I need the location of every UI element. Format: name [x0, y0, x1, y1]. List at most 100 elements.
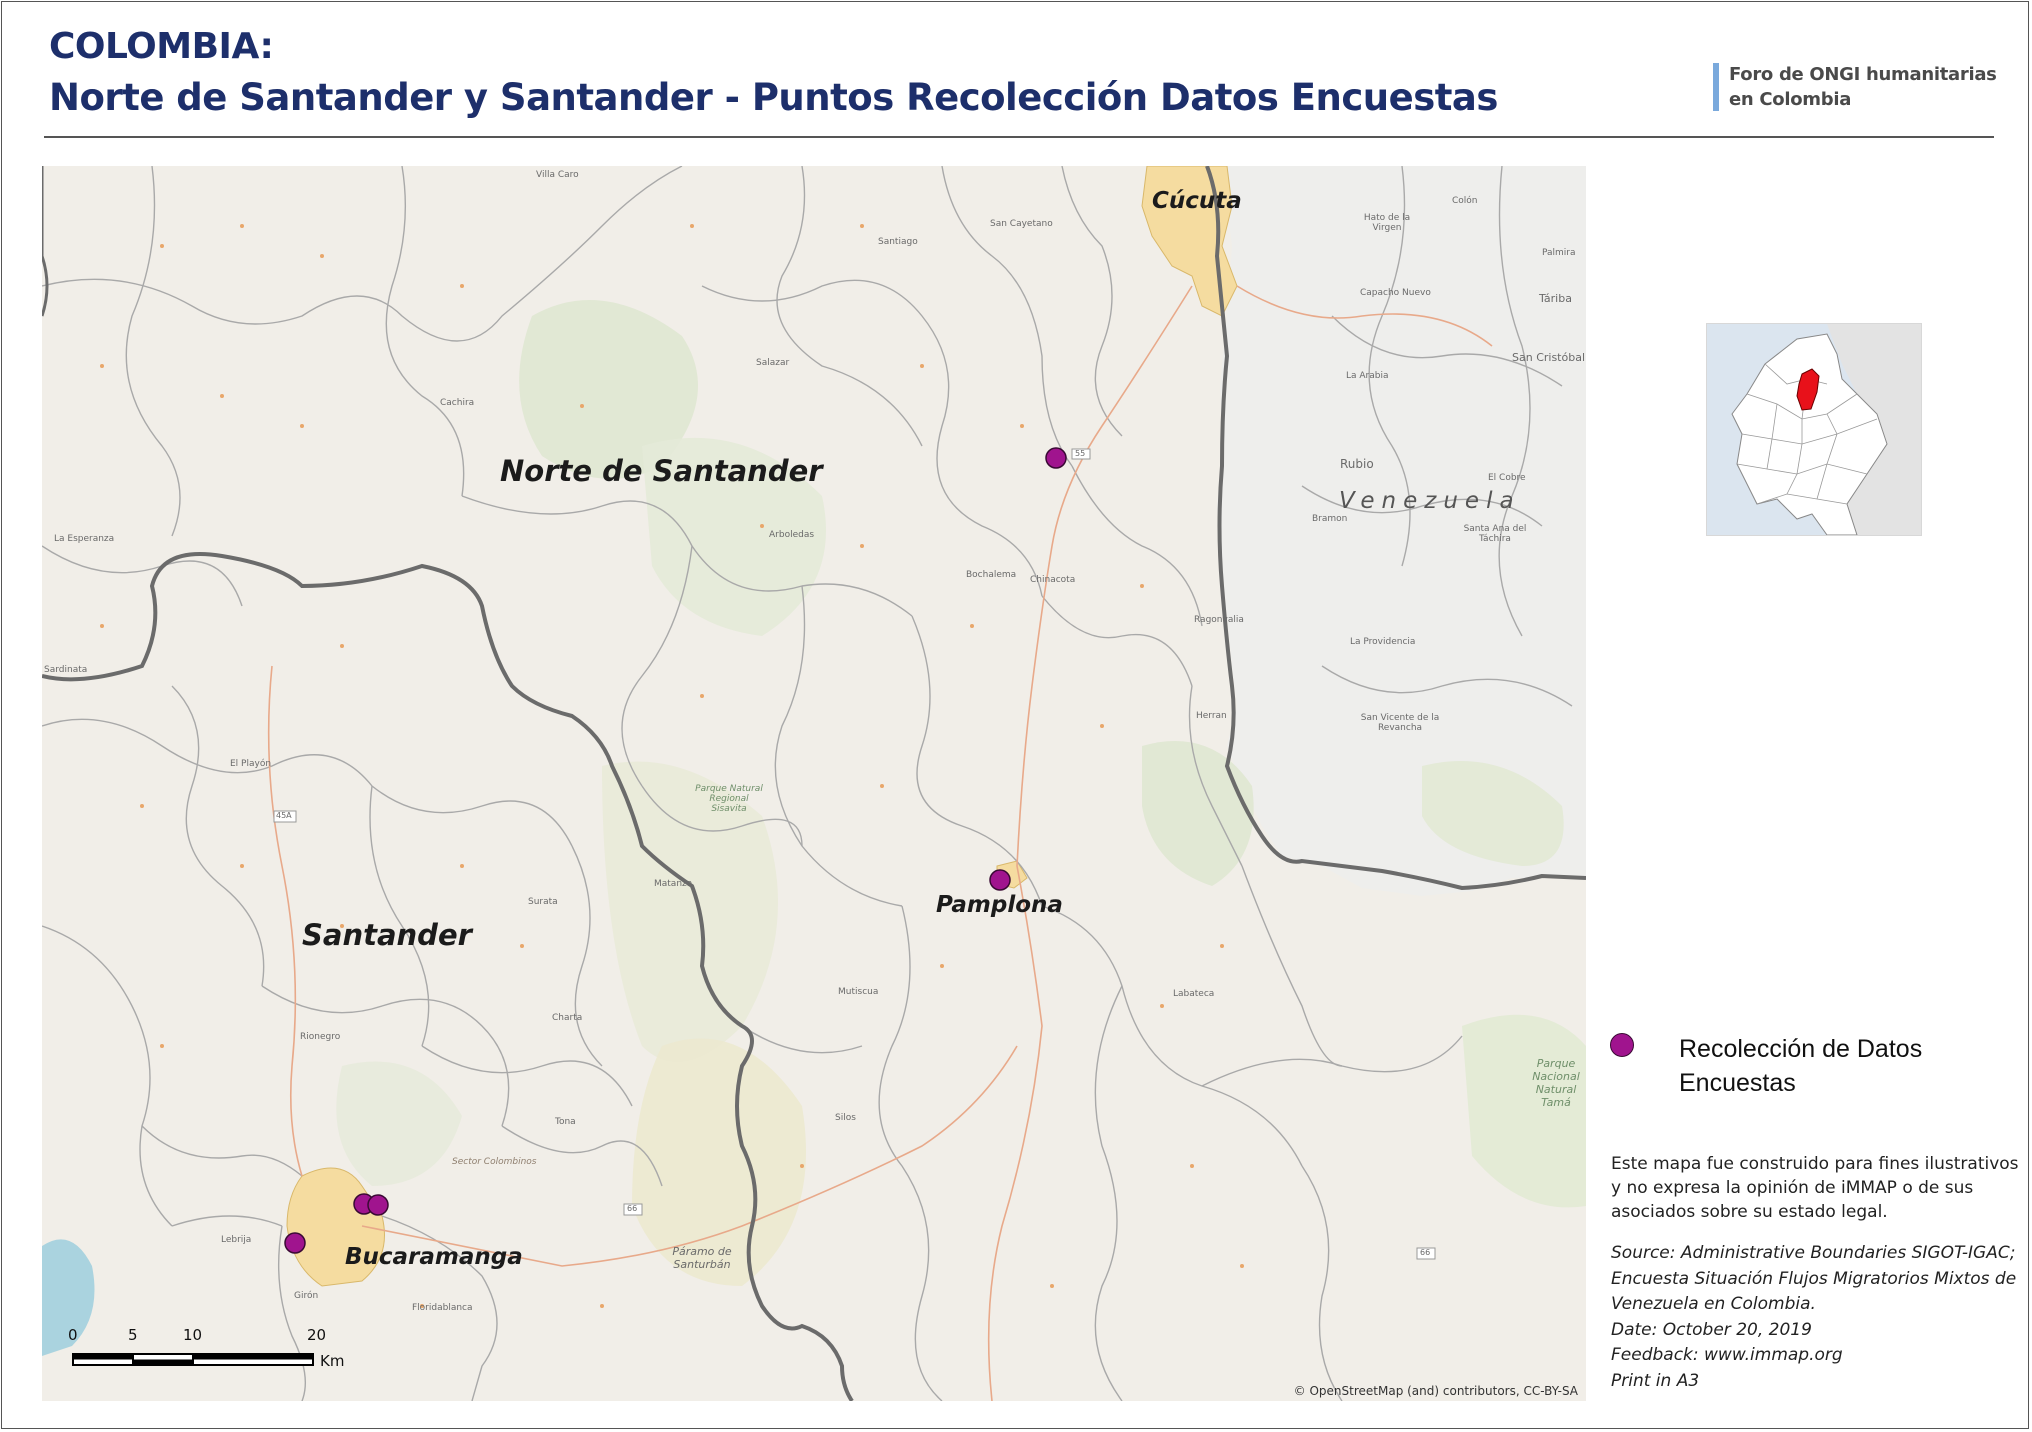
town-label: Santiago — [878, 237, 918, 247]
basemap-svg — [42, 166, 1586, 1401]
map-attribution[interactable]: © OpenStreetMap (and) contributors, CC-B… — [1293, 1384, 1578, 1398]
city-label-cucuta: Cúcuta — [1152, 188, 1242, 214]
town-label: Palmira — [1542, 248, 1576, 258]
area-label: Sector Colombinos — [452, 1157, 537, 1167]
forest-patch — [1142, 741, 1254, 886]
country-label-venezuela: Venezuela — [1339, 488, 1521, 514]
survey-point-marker[interactable] — [367, 1194, 389, 1216]
map-title-country: COLOMBIA: — [49, 26, 274, 67]
town-label: Labateca — [1173, 989, 1215, 999]
city-label-pamplona: Pamplona — [936, 892, 1063, 918]
legend-survey-point-symbol — [1610, 1033, 1634, 1057]
forest-patch — [1422, 761, 1564, 866]
logo-accent-bar — [1713, 63, 1719, 111]
scale-unit-label: Km — [320, 1352, 345, 1370]
forest-patch — [336, 1061, 462, 1186]
town-label: Cachira — [440, 398, 475, 408]
road-shields — [273, 448, 1436, 1260]
international-boundary — [1205, 166, 1586, 891]
area-label: Parque Nacional Natural Tamá — [1532, 1057, 1580, 1109]
survey-point-marker[interactable] — [1045, 447, 1067, 469]
town-label: Rubio — [1340, 457, 1374, 471]
town-label: La Arabia — [1346, 371, 1389, 381]
source-line: Encuesta Situación Flujos Migratorios Mi… — [1611, 1268, 2017, 1289]
town-label: El Playón — [230, 759, 272, 769]
scale-bar: 0 5 10 20 Km — [68, 1326, 372, 1390]
feedback-line: Feedback: www.immap.org — [1611, 1345, 1843, 1365]
parque-tama-patch — [1462, 1014, 1586, 1208]
town-label: Matanza — [654, 879, 693, 889]
scale-bar-graphic — [72, 1353, 314, 1366]
logo-text-line1: Foro de ONGI humanitarias — [1729, 64, 1997, 85]
scale-tick-label: 20 — [307, 1326, 327, 1344]
source-block: Source: Administrative Boundaries SIGOT-… — [1611, 1241, 2031, 1394]
town-label: Surata — [528, 897, 558, 907]
town-label: Mutiscua — [838, 987, 879, 997]
area-label: Parque Natural Regional Sisavita — [695, 784, 763, 814]
town-label: Chinacota — [1030, 575, 1076, 585]
inset-map-svg — [1707, 324, 1921, 535]
scale-tick-label: 5 — [128, 1326, 138, 1344]
source-line: Venezuela en Colombia. — [1611, 1294, 1816, 1314]
forest-patch — [519, 300, 698, 479]
municipal-boundaries — [42, 166, 1573, 1401]
inset-locator-map — [1706, 323, 1922, 536]
legend-label-line1: Recolección de Datos — [1679, 1035, 1923, 1063]
town-label: Bramon — [1312, 514, 1348, 524]
town-label: La Esperanza — [54, 534, 115, 544]
city-label-bucaramanga: Bucaramanga — [345, 1244, 523, 1270]
roads — [267, 285, 1493, 1401]
area-label: Páramo de Santurbán — [672, 1245, 732, 1271]
region-label-norte-de-santander: Norte de Santander — [500, 454, 823, 488]
town-label: San Vicente de la Revancha — [1360, 713, 1440, 733]
town-label: Girón — [294, 1291, 319, 1301]
legend-survey-point-label: Recolección de Datos Encuestas — [1679, 1032, 1922, 1100]
town-label: Rionegro — [300, 1032, 341, 1042]
neighbor-country-area — [1827, 324, 1921, 535]
road-label: 45A — [276, 811, 292, 820]
town-label: Lebrija — [221, 1235, 252, 1245]
town-label: Bochalema — [966, 570, 1017, 580]
road-label: 55 — [1075, 449, 1086, 458]
town-label: Arboledas — [769, 530, 815, 540]
scale-tick-label: 10 — [183, 1326, 203, 1344]
region-label-santander: Santander — [302, 918, 472, 952]
town-label: Herran — [1196, 711, 1227, 721]
map-title: Norte de Santander y Santander - Puntos … — [49, 76, 1498, 119]
cucuta-urban-area — [1141, 166, 1238, 317]
source-line: Source: Administrative Boundaries SIGOT-… — [1611, 1243, 2016, 1263]
town-label: Hato de la Virgen — [1363, 213, 1411, 233]
town-label: San Cristóbal — [1512, 351, 1586, 364]
highlighted-departments — [1796, 368, 1820, 411]
road-label: 66 — [627, 1204, 638, 1213]
date-line: Date: October 20, 2019 — [1611, 1319, 1812, 1340]
town-label: El Cobre — [1488, 473, 1526, 483]
town-label: La Providencia — [1350, 637, 1416, 647]
logo-text-line2: en Colombia — [1729, 89, 1852, 110]
terrain-markers — [100, 224, 1244, 1308]
road-label: 66 — [1420, 1248, 1431, 1257]
department-boundary-santander — [42, 552, 854, 1401]
town-label: Colón — [1452, 196, 1478, 206]
colombia-outline — [1731, 333, 1888, 535]
town-label: Sardinata — [44, 665, 88, 675]
town-label: Ragonvalia — [1194, 615, 1244, 625]
paramo-santurban-patch — [632, 1038, 806, 1286]
town-label: Charta — [552, 1013, 583, 1023]
survey-points — [284, 447, 1067, 1254]
forest-patch — [642, 437, 826, 636]
map-canvas[interactable]: 55 45A 66 66 Villa Caro Santiago San Cay… — [42, 166, 1586, 1401]
print-note-line: Print in A3 — [1611, 1370, 1700, 1391]
town-label: Táriba — [1539, 292, 1572, 305]
venezuela-area — [1217, 166, 1586, 896]
title-divider — [44, 136, 1994, 138]
paramo-patch — [602, 761, 778, 1062]
town-label: Capacho Nuevo — [1360, 288, 1431, 298]
org-logo: Foro de ONGI humanitarias en Colombia — [1713, 61, 1997, 113]
town-label: Floridablanca — [412, 1303, 473, 1313]
town-label: Villa Caro — [536, 170, 579, 180]
legend-label-line2: Encuestas — [1679, 1069, 1796, 1097]
survey-point-marker[interactable] — [284, 1232, 306, 1254]
survey-point-marker[interactable] — [989, 869, 1011, 891]
